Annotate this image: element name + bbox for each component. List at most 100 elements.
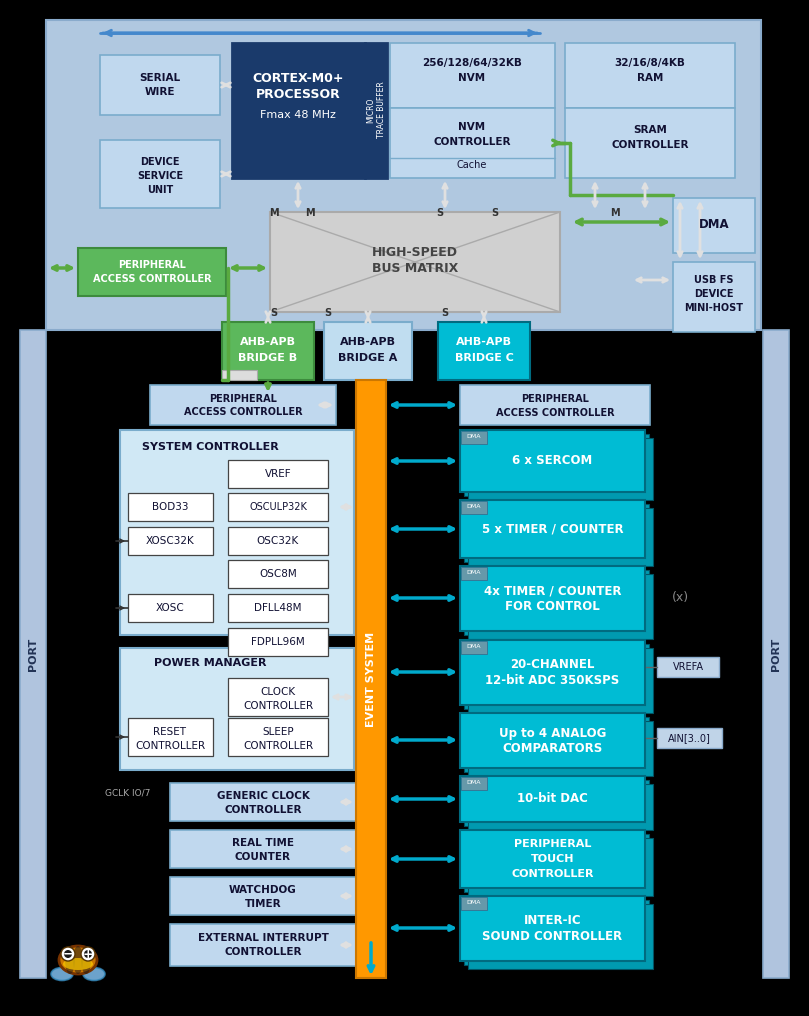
Text: PERIPHERAL: PERIPHERAL	[514, 839, 591, 849]
Bar	[170, 783, 356, 821]
Bar	[464, 570, 649, 635]
Text: POWER MANAGER: POWER MANAGER	[154, 658, 266, 668]
Bar	[464, 834, 649, 892]
Text: −: −	[63, 948, 74, 960]
Text: TIMER: TIMER	[244, 899, 282, 909]
Text: DMA: DMA	[467, 571, 481, 575]
Text: CONTROLLER: CONTROLLER	[243, 741, 313, 751]
Text: OSC8M: OSC8M	[259, 569, 297, 579]
Text: PORT: PORT	[28, 637, 38, 671]
Text: DEVICE: DEVICE	[694, 289, 734, 299]
Bar	[565, 43, 735, 108]
Bar	[390, 108, 555, 178]
Text: CONTROLLER: CONTROLLER	[224, 805, 302, 815]
Bar	[128, 594, 213, 622]
Text: DEVICE: DEVICE	[140, 157, 180, 167]
Bar	[78, 248, 226, 296]
Text: BOD33: BOD33	[152, 502, 188, 512]
Bar	[170, 830, 356, 868]
Text: SYSTEM CONTROLLER: SYSTEM CONTROLLER	[142, 442, 278, 452]
Text: DFLL48M: DFLL48M	[254, 604, 302, 613]
Text: XOSC: XOSC	[155, 604, 184, 613]
Bar	[228, 678, 328, 716]
Bar	[228, 560, 328, 588]
Text: FOR CONTROL: FOR CONTROL	[505, 599, 600, 613]
Bar	[460, 385, 650, 425]
Text: (x): (x)	[671, 591, 688, 605]
Text: +: +	[83, 948, 93, 960]
Text: Fmax 48 MHz: Fmax 48 MHz	[260, 110, 336, 120]
Text: HIGH-SPEED: HIGH-SPEED	[372, 246, 458, 258]
Bar	[460, 640, 645, 705]
Text: PERIPHERAL: PERIPHERAL	[521, 394, 589, 404]
Text: ACCESS CONTROLLER: ACCESS CONTROLLER	[496, 408, 614, 418]
Bar	[460, 566, 645, 631]
Bar	[461, 431, 487, 444]
Text: M: M	[305, 208, 315, 218]
Ellipse shape	[81, 946, 91, 974]
Text: NVM: NVM	[459, 73, 485, 83]
Bar	[460, 896, 645, 961]
Text: PERIPHERAL: PERIPHERAL	[209, 394, 277, 404]
Text: M: M	[610, 208, 620, 218]
Bar	[468, 721, 653, 776]
Text: MICRO
TRACE BUFFER: MICRO TRACE BUFFER	[366, 81, 386, 138]
Bar	[324, 322, 412, 380]
Bar	[461, 897, 487, 910]
Bar	[46, 20, 761, 330]
Text: AHB-APB: AHB-APB	[240, 337, 296, 347]
Bar	[120, 648, 354, 770]
Text: CONTROLLER: CONTROLLER	[135, 741, 205, 751]
Text: AIN[3..0]: AIN[3..0]	[667, 733, 710, 743]
Text: Cache: Cache	[457, 160, 487, 170]
Text: SLEEP: SLEEP	[262, 727, 294, 737]
Text: INTER-IC: INTER-IC	[523, 914, 582, 928]
Text: ACCESS CONTROLLER: ACCESS CONTROLLER	[93, 274, 211, 284]
Bar	[365, 43, 387, 178]
Bar	[228, 527, 328, 555]
Bar	[464, 780, 649, 826]
Text: 256/128/64/32KB: 256/128/64/32KB	[422, 58, 522, 68]
Bar	[565, 108, 735, 178]
Ellipse shape	[51, 967, 73, 980]
Text: UNIT: UNIT	[147, 185, 173, 195]
Bar	[468, 784, 653, 830]
Text: DMA: DMA	[467, 505, 481, 509]
Bar	[657, 728, 722, 748]
Text: DMA: DMA	[699, 218, 729, 232]
Text: CORTEX-M0+: CORTEX-M0+	[252, 71, 344, 84]
Text: SERVICE: SERVICE	[137, 171, 183, 181]
Text: BRIDGE B: BRIDGE B	[239, 353, 298, 363]
Text: GENERIC CLOCK: GENERIC CLOCK	[217, 791, 309, 801]
Ellipse shape	[83, 967, 105, 980]
Bar	[438, 322, 530, 380]
Text: PERIPHERAL: PERIPHERAL	[118, 260, 186, 270]
Bar	[657, 657, 719, 677]
Text: CONTROLLER: CONTROLLER	[511, 869, 594, 879]
Text: SRAM: SRAM	[633, 125, 667, 135]
Bar	[673, 262, 755, 332]
Circle shape	[61, 947, 75, 961]
Bar	[170, 924, 356, 966]
Bar	[228, 460, 328, 488]
Text: ACCESS CONTROLLER: ACCESS CONTROLLER	[184, 407, 303, 417]
Bar	[464, 644, 649, 709]
Text: S: S	[442, 308, 448, 318]
Bar	[460, 430, 645, 492]
Text: AHB-APB: AHB-APB	[456, 337, 512, 347]
Bar	[228, 493, 328, 521]
Bar	[270, 212, 560, 312]
Text: PROCESSOR: PROCESSOR	[256, 87, 341, 101]
Text: CONTROLLER: CONTROLLER	[612, 140, 688, 150]
Text: SERIAL: SERIAL	[139, 73, 180, 83]
Text: CLOCK: CLOCK	[260, 687, 295, 697]
Bar	[460, 713, 645, 768]
Text: MINI-HOST: MINI-HOST	[684, 303, 743, 313]
Text: DMA: DMA	[467, 644, 481, 649]
Bar	[390, 43, 555, 108]
Ellipse shape	[63, 958, 93, 970]
Text: CONTROLLER: CONTROLLER	[434, 137, 510, 147]
Text: NVM: NVM	[459, 122, 485, 132]
Bar	[100, 140, 220, 208]
Ellipse shape	[65, 946, 75, 974]
